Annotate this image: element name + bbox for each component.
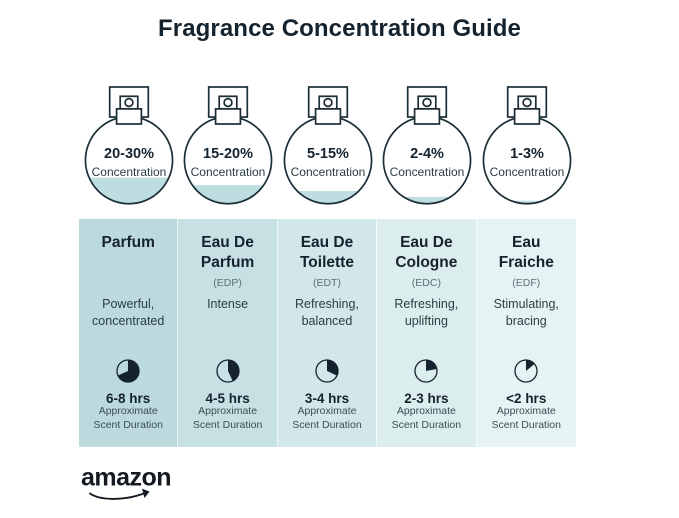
- svg-text:20-30%: 20-30%: [104, 146, 154, 162]
- svg-text:amazon: amazon: [81, 467, 171, 492]
- svg-text:1-3%: 1-3%: [510, 146, 544, 162]
- svg-text:Concentration: Concentration: [390, 165, 465, 179]
- svg-text:Concentration: Concentration: [191, 165, 266, 179]
- svg-text:15-20%: 15-20%: [203, 146, 253, 162]
- svg-text:Concentration: Concentration: [290, 165, 365, 179]
- svg-text:5-15%: 5-15%: [307, 146, 349, 162]
- svg-text:Concentration: Concentration: [489, 165, 564, 179]
- svg-text:2-4%: 2-4%: [410, 146, 444, 162]
- svg-text:Concentration: Concentration: [92, 165, 167, 179]
